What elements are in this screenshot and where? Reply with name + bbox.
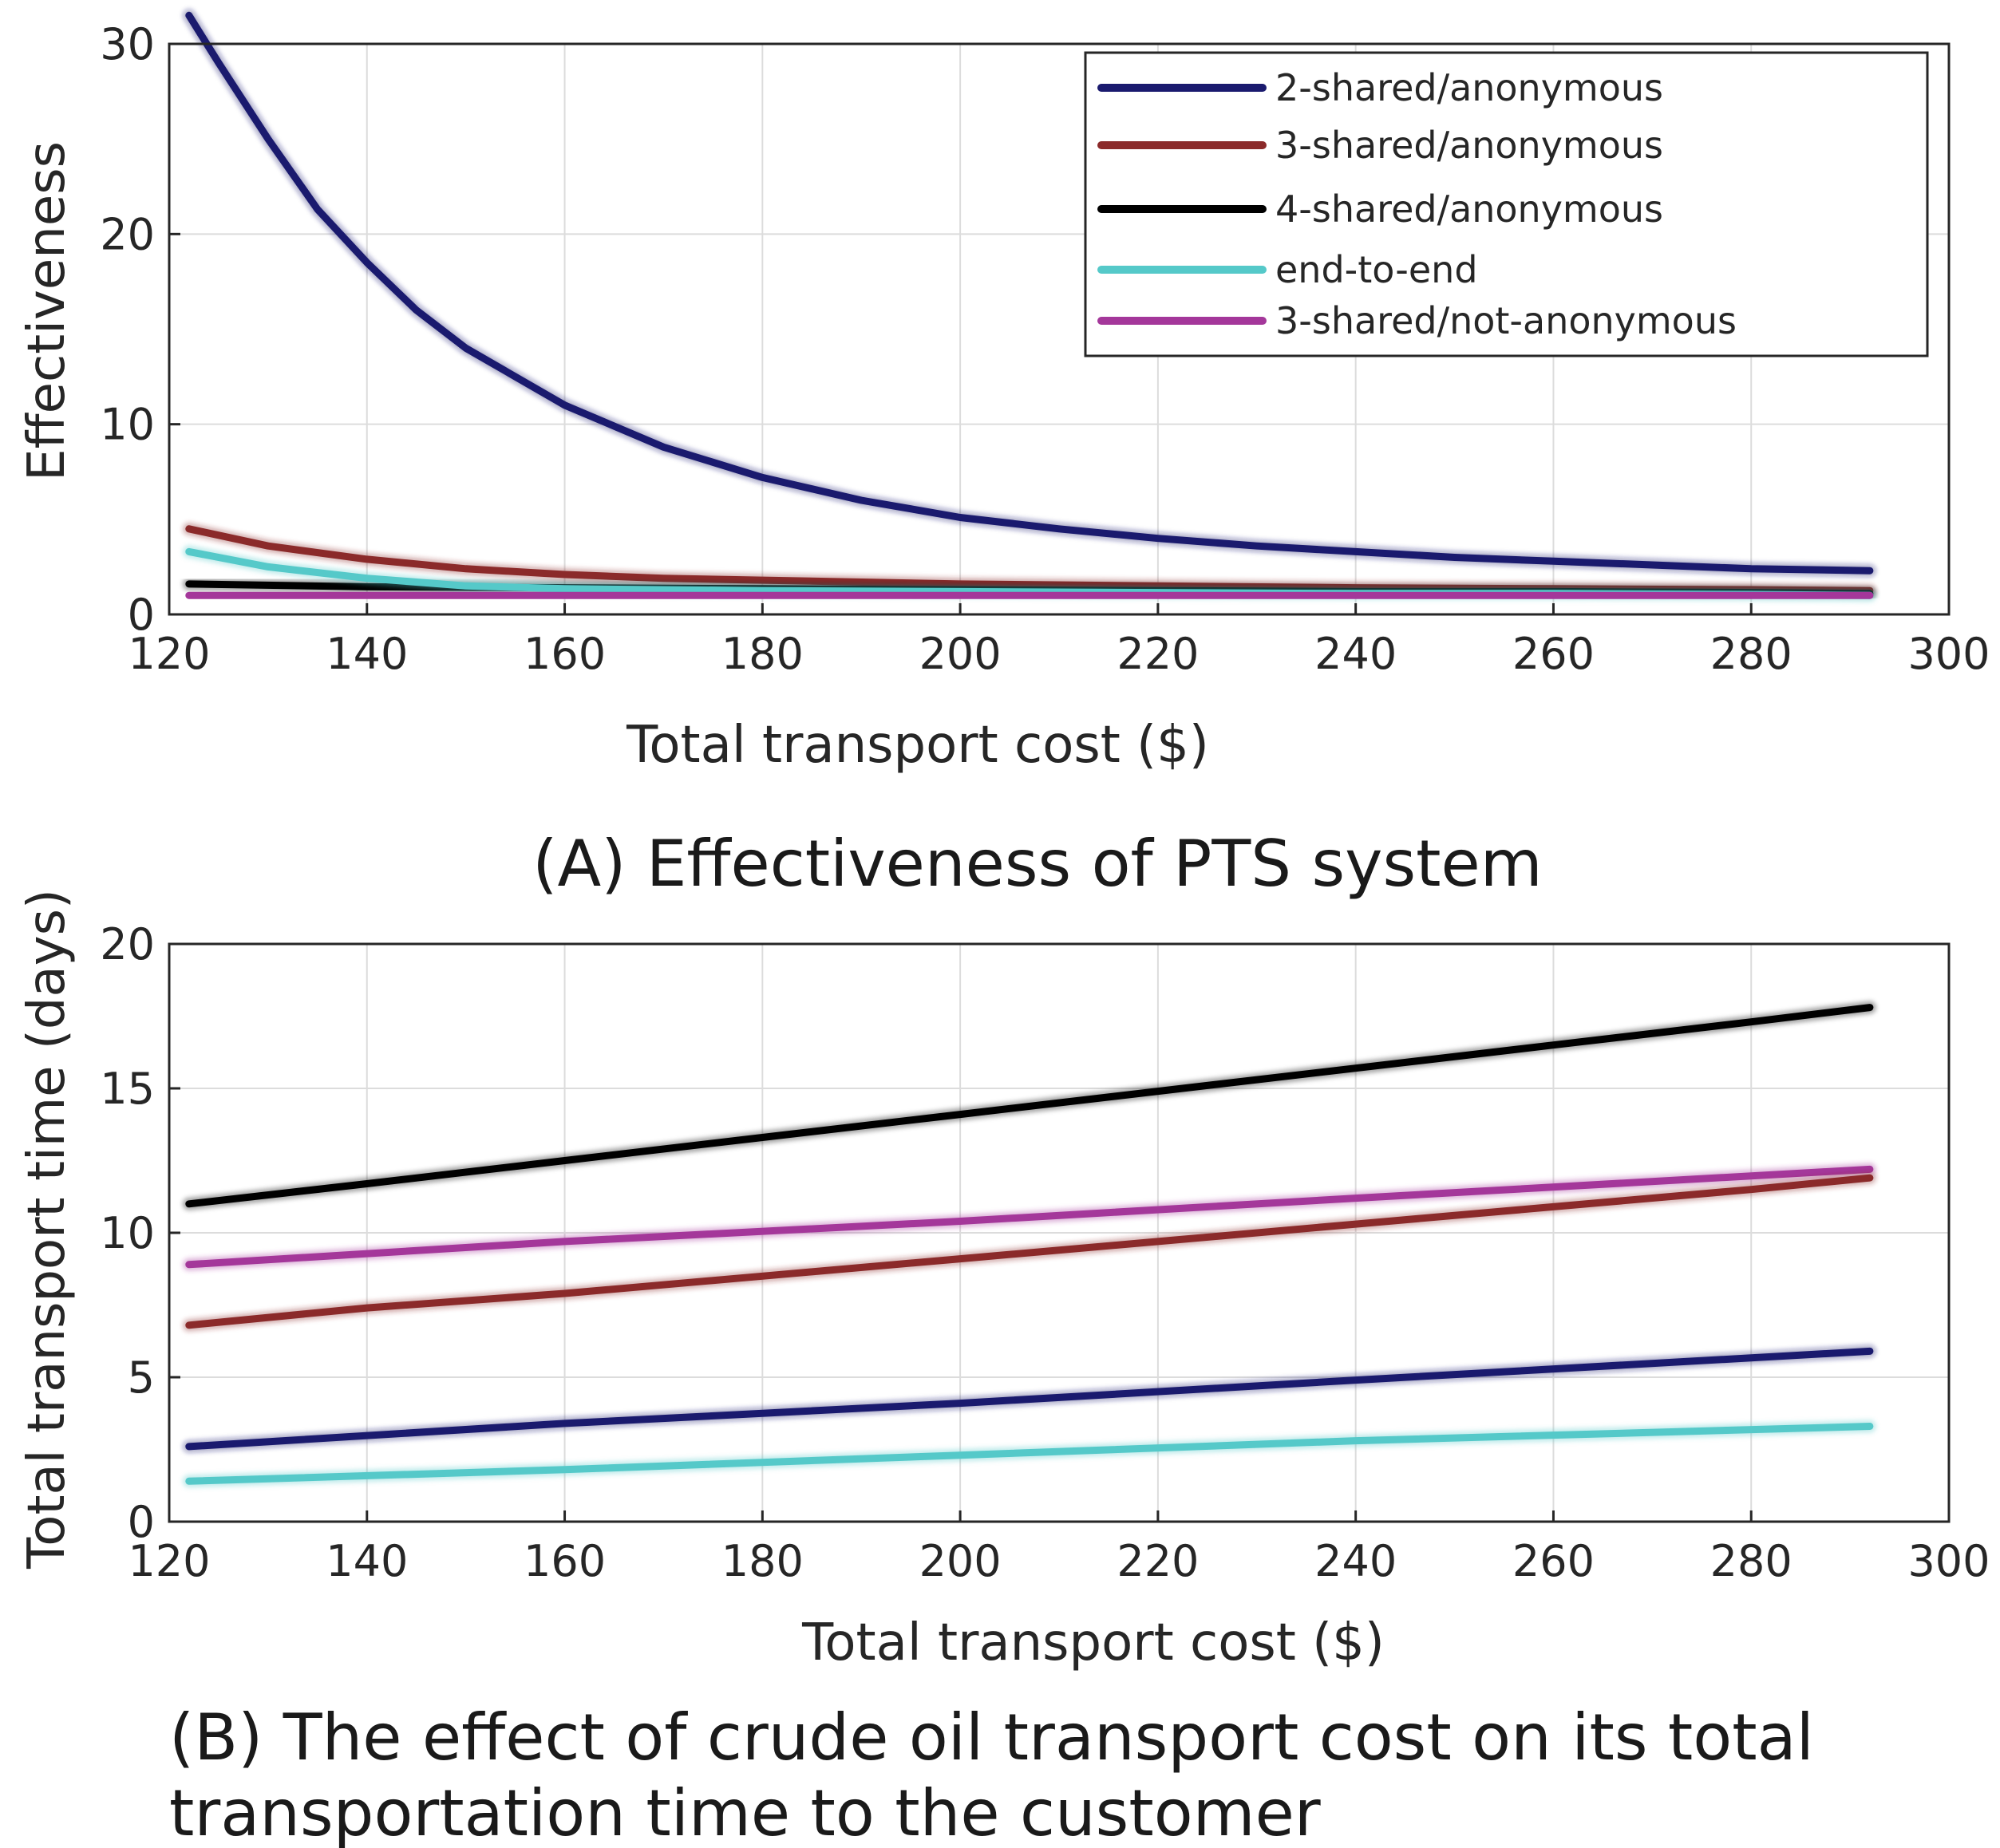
x-tick-label: 280: [1710, 629, 1792, 679]
x-tick-label: 160: [524, 1536, 606, 1586]
chart-a-legend: 2-shared/anonymous 3-shared/anonymous 4-sh…: [1084, 51, 1929, 357]
y-tick-label: 5: [128, 1352, 155, 1403]
chart-b-caption: (B) The effect of crude oil transport co…: [169, 1700, 1814, 1848]
x-tick-label: 220: [1117, 1536, 1199, 1586]
series-line-4-shared-anonymous: [185, 1004, 1874, 1208]
chart-a-caption: (A) Effectiveness of PTS system: [532, 827, 1542, 901]
legend-entry: end-to-end: [1275, 248, 1478, 291]
x-tick-label: 180: [721, 1536, 804, 1586]
chart-a: 120 140 160 180 200 220 240 260 280 300 0 10 20 30 To…: [18, 9, 1990, 901]
chart-a-lines: [182, 9, 1876, 602]
chart-b-ticks: 120 140 160 180 200 220 240 260 280 300 0 5 10 15 20: [100, 919, 1990, 1586]
chart-a-plot-frame: [168, 42, 1951, 616]
x-tick-label: 300: [1907, 629, 1990, 679]
y-tick-label: 20: [100, 209, 155, 259]
chart-b-y-axis-label: Total transport time (days): [18, 889, 77, 1570]
x-tick-label: 260: [1512, 629, 1595, 679]
series-line-3-shared-not-anonymous: [185, 1165, 1874, 1269]
legend-entry: 2-shared/anonymous: [1275, 66, 1663, 109]
y-tick-label: 0: [128, 590, 155, 640]
legend-box: [1084, 51, 1929, 357]
legend-entry: 4-shared/anonymous: [1275, 188, 1663, 231]
x-tick-label: 240: [1314, 629, 1397, 679]
x-tick-label: 200: [919, 1536, 1002, 1586]
x-tick-label: 260: [1512, 1536, 1595, 1586]
chart-a-ticks: 120 140 160 180 200 220 240 260 280 300 0 10 20 30: [100, 19, 1990, 679]
x-tick-label: 280: [1710, 1536, 1792, 1586]
y-tick-label: 10: [100, 1208, 155, 1258]
series-line-3-shared-anonymous: [185, 1174, 1874, 1329]
x-tick-label: 240: [1314, 1536, 1397, 1586]
chart-b-x-axis-label: Total transport cost ($): [801, 1613, 1385, 1672]
chart-a-y-axis-label: Effectiveness: [18, 141, 77, 481]
y-tick-label: 15: [100, 1064, 155, 1114]
x-tick-label: 300: [1907, 1536, 1990, 1586]
series-line-2-shared-anonymous: [185, 11, 1874, 575]
chart-b-lines: [182, 1001, 1876, 1488]
legend-entry: 3-shared/anonymous: [1275, 124, 1663, 167]
x-tick-label: 180: [721, 629, 804, 679]
y-tick-label: 20: [100, 919, 155, 969]
x-tick-label: 120: [128, 1536, 210, 1586]
legend-entry: 3-shared/not-anonymous: [1275, 299, 1737, 342]
chart-b: 120 140 160 180 200 220 240 260 280 300 0 5 10 15 20 T…: [18, 889, 1990, 1848]
y-tick-label: 0: [128, 1497, 155, 1547]
x-tick-label: 160: [524, 629, 606, 679]
x-tick-label: 120: [128, 629, 210, 679]
y-tick-label: 10: [100, 400, 155, 450]
series-line-2-shared-anonymous: [185, 1347, 1874, 1451]
x-tick-label: 140: [326, 1536, 408, 1586]
y-tick-label: 30: [100, 19, 155, 69]
chart-b-grid: [169, 944, 1949, 1522]
series-line-end-to-end: [185, 1423, 1874, 1485]
x-tick-label: 200: [919, 629, 1002, 679]
chart-a-x-axis-label: Total transport cost ($): [626, 716, 1209, 775]
x-tick-label: 140: [326, 629, 408, 679]
x-tick-label: 220: [1117, 629, 1199, 679]
